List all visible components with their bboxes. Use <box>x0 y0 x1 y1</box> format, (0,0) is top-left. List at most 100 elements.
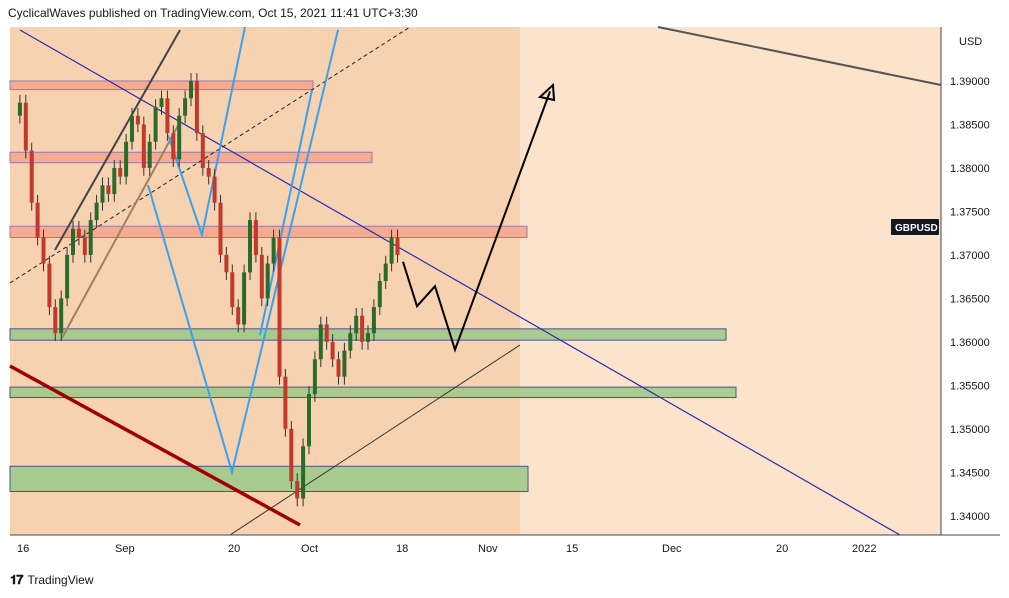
time-tick-label: 2022 <box>852 543 876 555</box>
price-tick-label: 1.35000 <box>950 424 990 436</box>
candle-body <box>153 107 158 142</box>
price-tick-label: 1.35500 <box>950 380 990 392</box>
candle-body <box>242 272 247 325</box>
price-axis-labels: 1.39000 1.38500 1.38000 1.37500 1.37000 1.365… <box>950 76 990 523</box>
time-tick-label: 18 <box>396 543 408 555</box>
price-tick-label: 1.36500 <box>950 293 990 305</box>
candle-body <box>389 237 394 264</box>
upper-trend-line <box>657 26 942 86</box>
candle-body <box>312 359 317 395</box>
candle-body <box>59 298 64 334</box>
publish-header: CyclicalWaves published on TradingView.c… <box>8 6 418 20</box>
candle-body <box>236 307 241 325</box>
candle-body <box>82 237 87 255</box>
channel-upper-line <box>54 29 181 251</box>
candle-body <box>17 102 22 116</box>
footer-brand: TradingView <box>27 573 94 587</box>
price-chart[interactable]: 1.39000 1.38500 1.38000 1.37500 1.37000 1.365… <box>0 0 1009 568</box>
price-tick-label: 1.37500 <box>950 206 990 218</box>
price-tick-label: 1.37000 <box>950 250 990 262</box>
candle-body <box>371 307 376 334</box>
channel-lower-line <box>61 121 181 339</box>
candle-body <box>253 220 258 255</box>
price-tick-label: 1.34000 <box>950 511 990 523</box>
candle-body <box>295 481 300 499</box>
candle-body <box>100 185 105 203</box>
candle-body <box>35 202 40 238</box>
candle-body <box>289 428 294 482</box>
candle-body <box>342 350 347 377</box>
wave-lines-upper <box>167 26 246 239</box>
candle-body <box>130 115 134 142</box>
wave-lines <box>147 29 339 476</box>
price-tick-label: 1.34500 <box>950 467 990 479</box>
candle-body <box>47 263 52 308</box>
time-tick-label: Dec <box>662 543 682 555</box>
candle-body <box>377 281 382 308</box>
candle-body <box>383 263 388 281</box>
projection-arrowhead <box>537 82 556 102</box>
candles <box>17 73 400 507</box>
candle-body <box>135 115 140 125</box>
candle-body <box>248 220 252 273</box>
projection-path <box>402 91 551 353</box>
candle-body <box>395 237 400 255</box>
candle-body <box>218 202 223 255</box>
price-tick-label: 1.39000 <box>950 76 990 88</box>
currency-label: USD <box>959 36 982 48</box>
candle-body <box>165 98 170 134</box>
candle-body <box>271 237 276 264</box>
candle-body <box>41 237 46 264</box>
candle-body <box>265 263 270 299</box>
candle-body <box>324 324 329 342</box>
ascending-support-line <box>229 344 521 536</box>
candle-body <box>354 315 359 334</box>
candle-body <box>318 324 323 360</box>
time-tick-label: 20 <box>776 543 788 555</box>
candle-body <box>348 333 353 351</box>
time-tick-label: 16 <box>17 543 29 555</box>
candle-body <box>189 80 193 99</box>
candle-body <box>283 376 288 429</box>
candle-body <box>307 394 311 447</box>
candle-body <box>277 237 282 377</box>
candle-body <box>200 133 205 168</box>
time-axis-labels: 16 Sep 20 Oct 18 Nov 15 Dec 20 2022 <box>17 543 876 555</box>
candle-body <box>330 341 335 360</box>
candle-body <box>360 315 365 342</box>
resistance-zone <box>9 80 314 91</box>
dashed-channel-line <box>9 26 411 284</box>
candle-body <box>230 272 235 308</box>
candle-body <box>301 446 306 499</box>
time-tick-label: 15 <box>566 543 578 555</box>
candle-body <box>94 202 99 221</box>
footer[interactable]: 𝟏𝟕 TradingView <box>10 572 94 588</box>
candle-body <box>88 220 93 255</box>
candle-body <box>53 307 58 334</box>
symbol-label: GBPUSD <box>895 223 938 234</box>
history-shade <box>10 27 520 535</box>
price-tick-label: 1.36000 <box>950 337 990 349</box>
candle-body <box>159 98 164 108</box>
candle-body <box>224 254 229 273</box>
resistance-zone <box>9 225 528 239</box>
currency-badge <box>955 33 985 48</box>
candle-body <box>206 167 211 177</box>
candle-body <box>118 167 123 177</box>
price-tick-label: 1.38000 <box>950 163 990 175</box>
candle-body <box>259 254 264 299</box>
time-tick-label: Sep <box>115 543 135 555</box>
candle-body <box>147 141 152 168</box>
candle-body <box>124 141 129 177</box>
candle-body <box>23 102 28 151</box>
long-downtrend-line <box>9 364 301 527</box>
candle-body <box>366 333 370 342</box>
support-zone <box>9 465 529 493</box>
tradingview-logo-icon: 𝟏𝟕 <box>10 572 24 587</box>
candle-body <box>76 228 81 238</box>
candle-body <box>336 359 341 377</box>
time-tick-label: Nov <box>478 543 498 555</box>
candle-body <box>183 98 188 116</box>
candle-body <box>65 254 70 299</box>
resistance-zone <box>9 151 373 164</box>
